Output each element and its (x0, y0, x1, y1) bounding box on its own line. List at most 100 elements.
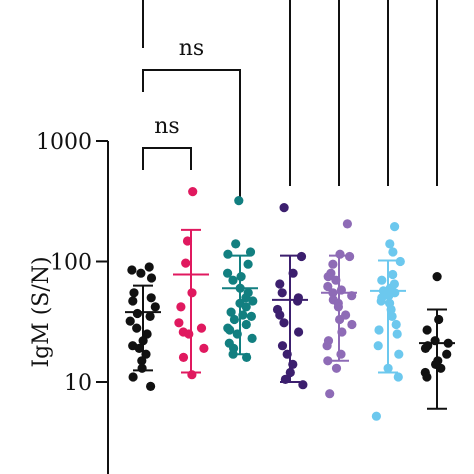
data-point (333, 302, 343, 312)
data-point (390, 222, 400, 232)
data-point (323, 356, 333, 366)
data-point (223, 268, 233, 278)
data-point (176, 302, 186, 312)
data-point (232, 329, 242, 339)
data-point (226, 307, 236, 317)
data-point (347, 319, 357, 330)
data-point (245, 247, 256, 257)
data-point (196, 323, 207, 333)
data-point (392, 329, 402, 339)
data-point (383, 363, 393, 373)
data-point (187, 288, 197, 298)
data-point (129, 288, 139, 298)
data-point (325, 389, 335, 399)
data-point (138, 336, 148, 346)
significance-brackets: ns ns (142, 0, 438, 200)
data-point (231, 239, 241, 249)
data-point (288, 359, 298, 369)
data-point (241, 293, 251, 303)
significance-label: ns (179, 36, 204, 61)
data-point (298, 380, 308, 390)
data-point (388, 247, 398, 257)
data-point (228, 349, 238, 359)
data-point (342, 219, 352, 229)
data-point (335, 249, 345, 259)
data-point (134, 343, 144, 353)
data-point (323, 272, 333, 282)
data-point (146, 381, 156, 391)
data-point (136, 268, 146, 278)
data-point (248, 296, 258, 306)
data-point (422, 372, 432, 382)
data-point (146, 293, 156, 303)
data-point (128, 372, 138, 382)
data-point (336, 349, 346, 359)
data-point (242, 352, 252, 362)
data-point (241, 302, 251, 312)
data-point (323, 281, 333, 292)
data-point (422, 325, 432, 335)
y-axis-label: IgM (S/N) (29, 256, 54, 367)
data-point (394, 349, 404, 359)
data-point (322, 341, 332, 351)
data-point (238, 310, 248, 320)
data-point (385, 239, 395, 249)
data-point (182, 236, 193, 246)
data-point (279, 203, 289, 213)
data-point (430, 336, 440, 346)
significance-label: ns (154, 114, 179, 139)
data-points (125, 187, 453, 421)
data-point (377, 275, 387, 285)
data-point (137, 356, 147, 366)
data-point (187, 370, 197, 380)
data-point (132, 323, 142, 333)
data-point (188, 187, 198, 197)
data-point (393, 372, 403, 382)
data-point (391, 319, 401, 330)
data-point (328, 259, 338, 269)
data-point (285, 367, 295, 378)
data-point (137, 363, 147, 373)
data-point (371, 411, 381, 421)
data-point (223, 249, 233, 259)
data-point (395, 256, 405, 267)
data-point (128, 296, 138, 306)
data-point (132, 308, 142, 319)
significance-bracket (142, 147, 192, 170)
data-point (331, 275, 341, 285)
data-point (331, 363, 342, 373)
data-point (199, 343, 209, 353)
y-tick-label: 1000 (36, 130, 92, 155)
data-point (145, 311, 155, 321)
data-point (146, 273, 157, 283)
error-bars (125, 228, 455, 410)
data-point (178, 352, 189, 362)
data-point (125, 316, 135, 326)
data-point (387, 311, 397, 321)
data-point (384, 291, 394, 301)
data-point (335, 314, 345, 325)
data-point (293, 296, 303, 306)
data-point (184, 329, 194, 339)
data-point (174, 318, 184, 328)
data-point (229, 314, 239, 325)
data-point (288, 268, 298, 278)
data-point (247, 333, 257, 343)
data-point (228, 275, 238, 285)
data-point (142, 329, 152, 339)
data-point (282, 349, 292, 359)
data-point (236, 272, 246, 282)
data-point (275, 310, 285, 320)
data-point (277, 341, 288, 351)
data-point (347, 291, 357, 301)
data-point (434, 314, 444, 325)
data-point (141, 349, 151, 359)
data-point (443, 338, 453, 348)
data-point (345, 251, 355, 262)
data-point (277, 288, 287, 298)
data-point (294, 327, 304, 337)
data-point (337, 327, 347, 337)
significance-bracket (142, 69, 241, 200)
data-point (436, 363, 446, 373)
